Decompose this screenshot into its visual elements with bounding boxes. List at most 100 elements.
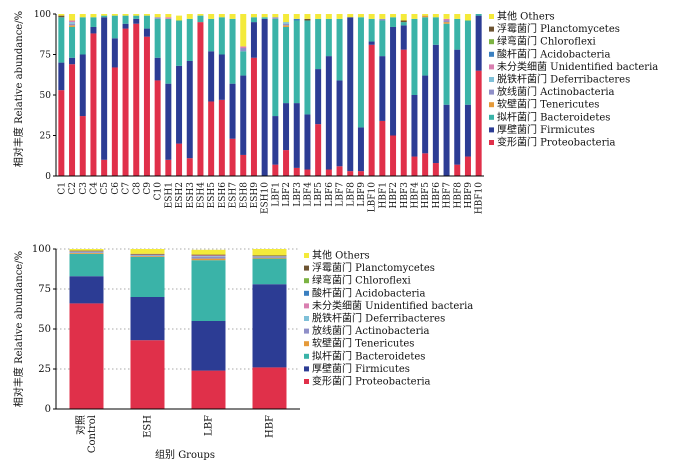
bar-stack-LBF4 bbox=[304, 14, 311, 176]
legend-label: 放线菌门 Actinobacteria bbox=[497, 85, 615, 98]
bar-segment-ESH10-bact bbox=[261, 17, 268, 19]
legend-item-proteo: 变形菌门 Proteobacteria bbox=[489, 136, 616, 149]
x-tick-label: LBF7 bbox=[336, 182, 346, 207]
legend-swatch bbox=[489, 39, 494, 45]
bar-segment-ESH9-others bbox=[250, 14, 257, 18]
bar-stack-ESH3 bbox=[186, 14, 193, 176]
x-tick-label: LBF bbox=[204, 415, 215, 436]
legend-item-unid: 未分类细菌 Unidentified bacteria bbox=[304, 299, 473, 312]
legend-item-defer: 脱铁杆菌门 Deferribacteres bbox=[304, 312, 445, 325]
x-tick-label: ESH2 bbox=[175, 182, 185, 208]
bar-segment-LBF5-bact bbox=[315, 18, 322, 70]
x-tick-label: ESH3 bbox=[186, 182, 196, 209]
x-tick-label: LBF4 bbox=[303, 182, 313, 207]
bar-segment-LBF10-proteo bbox=[368, 44, 375, 176]
bar-segment-LBF3-others bbox=[293, 14, 300, 19]
bar-segment-LBF2-defer bbox=[283, 22, 290, 24]
legend-swatch bbox=[304, 341, 309, 347]
bar-segment-LBF7-proteo bbox=[336, 166, 343, 176]
x-tick-label: LBF2 bbox=[282, 182, 292, 207]
bar-segment-LBF5-firm bbox=[315, 69, 322, 125]
x-tick-label: Control bbox=[87, 415, 98, 453]
bar-segment-C2-firm bbox=[69, 57, 76, 65]
bar-segment-C4-proteo bbox=[90, 33, 97, 176]
legend-label: 未分类细菌 Unidentified bacteria bbox=[312, 299, 473, 312]
bar-segment-LBF1-firm bbox=[272, 116, 279, 165]
bar-segment-HBF6-proteo bbox=[432, 163, 439, 176]
bar-segment-C6-proteo bbox=[111, 67, 118, 176]
bar-segment-LBF2-actino bbox=[283, 23, 290, 26]
bar-segment-others bbox=[252, 249, 287, 256]
x-tick-label: HBF4 bbox=[410, 182, 420, 209]
y-tick-label: 100 bbox=[34, 10, 51, 20]
bar-segment-plancto bbox=[69, 250, 104, 252]
legend-item-acido: 酸杆菌门 Acidobacteria bbox=[304, 286, 425, 299]
bar-segment-HBF3-firm bbox=[400, 25, 407, 50]
bar-segment-bact bbox=[191, 260, 226, 321]
bar-segment-others bbox=[191, 249, 226, 255]
bar-segment-ESH10-firm bbox=[261, 18, 268, 176]
x-tick-label: LBF3 bbox=[293, 182, 303, 207]
bar-stack-ESH7 bbox=[229, 14, 236, 176]
bar-segment-HBF5-bact bbox=[422, 17, 429, 76]
bar-segment-HBF8-firm bbox=[454, 49, 461, 165]
bar-segment-LBF3-acido bbox=[293, 18, 300, 21]
bar-segment-ESH8-actino bbox=[240, 48, 247, 52]
bar-stack-HBF6 bbox=[432, 14, 439, 176]
bar-segment-HBF8-others bbox=[454, 14, 461, 19]
bar-segment-C10-others bbox=[154, 14, 161, 18]
y-tick-label: 50 bbox=[38, 324, 51, 335]
bar-segment-ESH1-others bbox=[165, 14, 172, 18]
x-tick-label: HBF8 bbox=[453, 182, 463, 209]
bar-segment-HBF10-firm bbox=[475, 15, 482, 71]
bar-stack-ESH1 bbox=[165, 14, 172, 176]
legend-swatch bbox=[489, 77, 494, 82]
bar-segment-HBF6-firm bbox=[432, 44, 439, 164]
bar-segment-LBF3-proteo bbox=[293, 167, 300, 176]
bar-segment-C1-plancto bbox=[58, 15, 65, 18]
bar-segment-C4-bact bbox=[90, 17, 97, 27]
bar-segment-LBF9-others bbox=[357, 14, 364, 18]
bar-segment-HBF3-plancto bbox=[400, 20, 407, 23]
legend-swatch bbox=[489, 64, 494, 70]
bar-segment-C4-others bbox=[90, 14, 97, 18]
bar-segment-HBF7-actino bbox=[443, 20, 450, 23]
bar-stack-C1 bbox=[58, 14, 65, 176]
bar-segment-LBF10-bact bbox=[368, 18, 375, 42]
legend-label: 软壁菌门 Tenericutes bbox=[312, 337, 414, 350]
legend-label: 变形菌门 Proteobacteria bbox=[312, 375, 431, 388]
bar-segment-LBF9-bact bbox=[357, 17, 364, 128]
bar-segment-HBF7-tener bbox=[443, 22, 450, 24]
bar-stack-LBF2 bbox=[283, 14, 290, 176]
bar-segment-HBF1-bact bbox=[379, 20, 386, 57]
bar-segment-C2-defer bbox=[69, 22, 76, 24]
bar-segment-plancto bbox=[130, 253, 165, 255]
bar-segment-ESH5-proteo bbox=[208, 101, 215, 176]
bar-segment-C10-bact bbox=[154, 18, 161, 58]
bar-segment-ESH2-firm bbox=[176, 65, 183, 144]
bar-segment-LBF1-proteo bbox=[272, 164, 279, 176]
x-tick-label: C8 bbox=[132, 182, 142, 195]
bar-segment-LBF7-firm bbox=[336, 80, 343, 167]
legend-label: 厚壁菌门 Firmicutes bbox=[312, 362, 410, 375]
bar-segment-C3-bact bbox=[79, 17, 86, 55]
x-tick-label: HBF7 bbox=[443, 182, 453, 209]
bar-segment-ESH7-bact bbox=[229, 18, 236, 84]
legend-label: 其他 Others bbox=[497, 10, 555, 23]
x-tick-label: 对照 bbox=[74, 415, 87, 435]
legend-item-proteo: 变形菌门 Proteobacteria bbox=[304, 375, 431, 388]
legend-item-tener: 软壁菌门 Tenericutes bbox=[489, 98, 599, 111]
bar-stack-C5 bbox=[101, 14, 108, 176]
bar-segment-C7-bact bbox=[122, 15, 129, 24]
bar-segment-HBF3-bact bbox=[400, 22, 407, 26]
bar-segment-LBF7-bact bbox=[336, 18, 343, 81]
legend-swatch bbox=[489, 89, 494, 95]
bar-segment-ESH1-bact bbox=[165, 18, 172, 84]
bar-segment-HBF8-proteo bbox=[454, 164, 461, 176]
chart-sample-level: C1 C2 C3 C4 C5 C6 C7 C8 C9 C10 ESH1 ESH2 ESH3 ESH4 ESH… bbox=[12, 10, 658, 215]
legend-label: 软壁菌门 Tenericutes bbox=[497, 98, 599, 111]
bar-segment-actino bbox=[69, 252, 104, 253]
bar-stack-C2 bbox=[69, 14, 76, 176]
bar-segment-ESH1-unid bbox=[165, 17, 172, 19]
legend-label: 变形菌门 Proteobacteria bbox=[497, 136, 616, 149]
